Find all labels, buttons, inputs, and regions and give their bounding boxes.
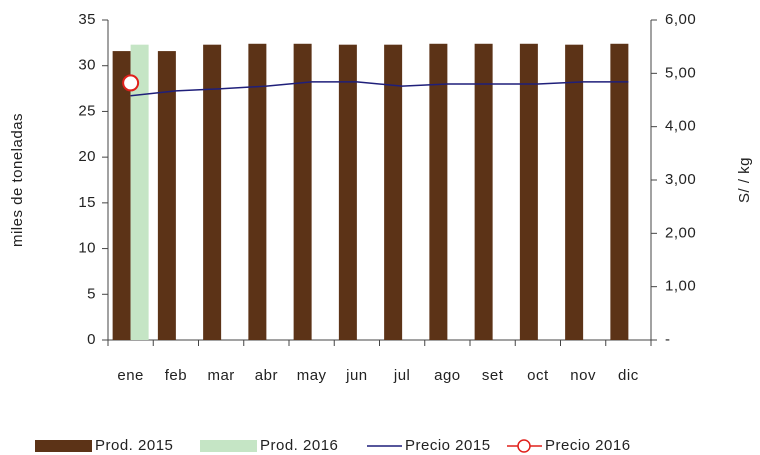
legend-swatch [200,440,257,452]
x-tick-label: nov [570,367,596,384]
x-tick-label: mar [207,367,234,384]
bar [519,43,538,341]
x-tick-label: ago [434,367,461,384]
legend-label: Precio 2015 [405,437,491,454]
x-tick-label: ene [117,367,144,384]
line [130,81,629,97]
x-tick-label: oct [527,367,549,384]
legend-swatch [35,440,92,452]
x-tick-label: abr [255,367,278,384]
bar [474,43,493,341]
y-tick-label: 10 [78,240,96,257]
y-tick-label: 0 [87,331,96,348]
bar [157,51,176,340]
x-tick-label: jun [345,367,368,384]
y-tick-label: 25 [78,102,96,119]
bar [338,44,357,340]
y2-tick-label: 1,00 [665,278,696,295]
x-tick-label: dic [618,367,639,384]
y-axis-title: miles de toneladas [9,113,26,247]
line-marker [122,74,140,92]
legend-label: Prod. 2016 [260,437,338,454]
bar [130,44,149,340]
bar [565,44,584,340]
y2-axis-title: S/ / kg [736,157,753,203]
y-tick-label: 5 [87,285,96,302]
legend-marker [517,439,531,453]
legend-label: Prod. 2015 [95,437,173,454]
x-tick-label: set [482,367,504,384]
bar [293,43,312,341]
x-tick-label: may [297,367,327,384]
y2-tick-label: 3,00 [665,171,696,188]
bar [429,43,448,341]
x-tick-label: feb [165,367,187,384]
bar [384,44,403,340]
x-tick-label: jul [393,367,411,384]
y2-tick-label: 4,00 [665,118,696,135]
bar [203,44,222,340]
y2-tick-label: 2,00 [665,224,696,241]
legend-label: Precio 2016 [545,437,631,454]
y2-tick-label: 5,00 [665,64,696,81]
y-tick-label: 20 [78,148,96,165]
bar [610,43,629,341]
bar [248,43,267,341]
y-tick-label: 15 [78,194,96,211]
y2-tick-label: 6,00 [665,11,696,28]
y-tick-label: 30 [78,57,96,74]
bar [112,51,131,340]
y2-tick-label: - [665,331,671,348]
y-tick-label: 35 [78,11,96,28]
